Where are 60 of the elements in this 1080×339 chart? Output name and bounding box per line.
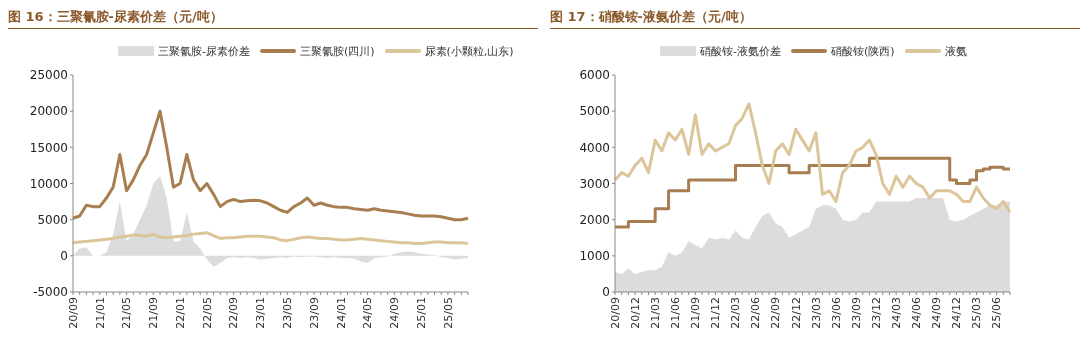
x-tick-label: 23/03 bbox=[809, 297, 823, 329]
y-tick-label: 25000 bbox=[29, 68, 68, 83]
x-tick-label: 25/03 bbox=[970, 297, 984, 329]
x-tick-label: 21/09 bbox=[689, 297, 703, 329]
x-tick-label: 21/03 bbox=[648, 297, 662, 329]
x-tick-label: 23/09 bbox=[307, 297, 321, 329]
x-tick-label: 25/05 bbox=[441, 297, 455, 329]
y-tick-label: 0 bbox=[60, 249, 68, 264]
x-tick-label: 22/05 bbox=[200, 297, 214, 329]
x-tick-label: 22/01 bbox=[173, 297, 187, 329]
line-series bbox=[613, 102, 1012, 214]
x-tick-label: 25/01 bbox=[414, 297, 428, 329]
y-tick-label: 6000 bbox=[579, 68, 610, 83]
legend-label: 三聚氰胺-尿素价差 bbox=[157, 43, 250, 60]
legend-label: 液氨 bbox=[943, 43, 967, 60]
x-tick-label: 24/09 bbox=[388, 297, 402, 329]
legend-label: 硝酸铵(陕西) bbox=[830, 43, 895, 60]
x-tick-label: 20/09 bbox=[66, 297, 80, 329]
x-tick-label: 20/09 bbox=[608, 297, 622, 329]
x-tick-label: 21/09 bbox=[147, 297, 161, 329]
legend-label: 硝酸铵-液氨价差 bbox=[699, 43, 781, 60]
chart-title: 图 17：硝酸铵-液氨价差（元/吨） bbox=[550, 8, 1080, 29]
y-tick-label: 0 bbox=[602, 285, 610, 300]
x-tick-label: 24/05 bbox=[361, 297, 375, 329]
x-tick-label: 22/09 bbox=[769, 297, 783, 329]
y-tick-label: 10000 bbox=[29, 176, 68, 191]
x-tick-label: 23/12 bbox=[869, 297, 883, 329]
x-tick-label: 22/06 bbox=[749, 297, 763, 329]
x-tick-label: 23/09 bbox=[849, 297, 863, 329]
x-tick-label: 21/06 bbox=[669, 297, 683, 329]
line-series bbox=[71, 231, 470, 246]
y-tick-label: 4000 bbox=[579, 140, 610, 155]
x-tick-label: 21/01 bbox=[93, 297, 107, 329]
x-tick-label: 24/03 bbox=[890, 297, 903, 329]
x-tick-label: 23/01 bbox=[254, 297, 268, 329]
y-tick-label: 5000 bbox=[37, 212, 68, 227]
x-tick-label: 24/12 bbox=[950, 297, 964, 329]
x-tick-label: 21/05 bbox=[120, 297, 134, 329]
x-tick-label: 22/03 bbox=[729, 297, 743, 329]
y-tick-label: 5000 bbox=[579, 104, 610, 119]
x-tick-label: 20/12 bbox=[628, 297, 642, 329]
y-tick-label: 20000 bbox=[29, 104, 68, 119]
y-tick-label: -5000 bbox=[33, 285, 68, 300]
y-tick-label: 1000 bbox=[579, 249, 610, 264]
x-tick-label: 24/06 bbox=[910, 297, 924, 329]
legend-label: 三聚氰胺(四川) bbox=[299, 43, 375, 60]
x-tick-label: 25/06 bbox=[990, 297, 1004, 329]
y-tick-label: 3000 bbox=[579, 176, 610, 191]
y-tick-label: 15000 bbox=[29, 140, 68, 155]
legend-label: 尿素(小颗粒,山东) bbox=[423, 43, 514, 60]
x-tick-label: 23/06 bbox=[829, 297, 843, 329]
chart-title: 图 16：三聚氰胺-尿素价差（元/吨） bbox=[8, 8, 538, 29]
x-tick-label: 23/05 bbox=[281, 297, 295, 329]
x-tick-label: 21/12 bbox=[709, 297, 723, 329]
x-tick-label: 24/01 bbox=[334, 297, 348, 329]
y-tick-label: 2000 bbox=[579, 212, 610, 227]
line-series bbox=[71, 109, 470, 222]
x-tick-label: 24/09 bbox=[930, 297, 944, 329]
x-tick-label: 22/09 bbox=[227, 297, 241, 329]
x-tick-label: 22/12 bbox=[789, 297, 803, 329]
